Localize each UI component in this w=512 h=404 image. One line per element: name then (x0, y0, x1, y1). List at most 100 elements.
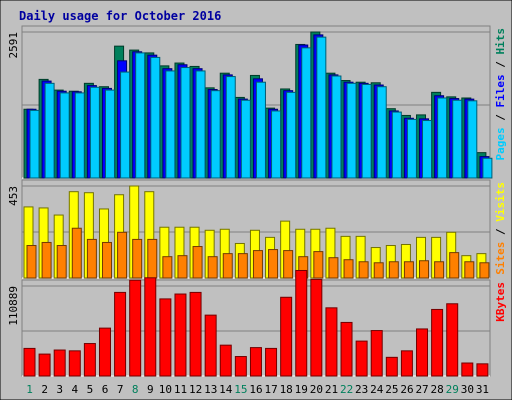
x-tick-label: 25 (385, 383, 398, 396)
bar-sites-5 (86, 238, 97, 279)
x-tick-label: 17 (264, 383, 277, 396)
bar-pages-10 (165, 70, 176, 179)
bar-pages-28 (437, 97, 448, 179)
bar-sites-31 (479, 262, 490, 279)
x-tick-label: 8 (132, 383, 139, 396)
x-tick-label: 26 (400, 383, 413, 396)
panel-3: 110889 KBytes (7, 269, 507, 377)
bar-kbytes-15 (234, 356, 247, 377)
bar-sites-23 (358, 261, 369, 279)
x-tick-label: 31 (476, 383, 489, 396)
bar-pages-4 (74, 92, 85, 179)
bar-kbytes-26 (400, 350, 413, 377)
bar-pages-21 (331, 75, 342, 179)
bar-pages-30 (467, 100, 478, 179)
bar-pages-17 (271, 110, 282, 179)
x-tick-label: 3 (56, 383, 63, 396)
bar-pages-24 (376, 86, 387, 179)
bar-kbytes-29 (446, 303, 459, 377)
bar-sites-22 (343, 259, 354, 279)
bar-pages-18 (286, 91, 297, 179)
bar-sites-16 (252, 250, 263, 279)
bar-kbytes-30 (461, 362, 474, 377)
bar-kbytes-9 (144, 277, 157, 377)
bar-kbytes-7 (114, 291, 127, 377)
bar-sites-17 (268, 249, 279, 279)
bar-kbytes-23 (355, 340, 368, 377)
bar-sites-28 (434, 261, 445, 279)
bar-kbytes-3 (53, 349, 66, 377)
legend-separator: / (494, 222, 507, 242)
legend-item-hits: Hits (494, 28, 507, 55)
bar-sites-6 (101, 241, 112, 279)
legend: Sites / Visits (494, 182, 507, 275)
x-tick-label: 7 (117, 383, 124, 396)
bar-pages-29 (452, 99, 463, 179)
bar-pages-9 (150, 56, 161, 179)
x-tick-label: 15 (234, 383, 247, 396)
bar-pages-8 (135, 52, 146, 179)
bar-kbytes-14 (219, 344, 232, 377)
x-tick-label: 1 (26, 383, 33, 396)
x-tick-label: 18 (280, 383, 293, 396)
bar-kbytes-17 (265, 347, 278, 377)
panel-2: 453 Sites / Visits (7, 179, 507, 279)
chart-title: Daily usage for October 2016 (19, 9, 221, 23)
bar-kbytes-19 (295, 269, 308, 377)
bar-kbytes-21 (325, 307, 338, 377)
x-tick-label: 24 (370, 383, 384, 396)
bar-pages-26 (406, 118, 417, 179)
y-max-label: 110889 (7, 286, 20, 326)
x-tick-label: 11 (174, 383, 187, 396)
bar-pages-16 (255, 81, 266, 179)
y-max-label: 2591 (7, 32, 20, 59)
bar-sites-27 (419, 260, 430, 279)
bar-kbytes-27 (416, 328, 429, 377)
bar-pages-6 (104, 89, 115, 179)
bar-sites-14 (222, 253, 233, 279)
panel-1: 2591 Pages / Files / Hits (7, 25, 507, 179)
legend-item-sites: Sites (494, 242, 507, 275)
bar-kbytes-1 (23, 347, 36, 377)
bar-kbytes-2 (38, 353, 51, 377)
bar-sites-13 (207, 256, 218, 279)
bar-pages-12 (195, 70, 206, 179)
bar-sites-3 (56, 245, 67, 279)
bar-kbytes-18 (280, 296, 293, 377)
x-tick-label: 27 (415, 383, 428, 396)
x-tick-label: 28 (431, 383, 444, 396)
bar-sites-11 (177, 255, 188, 279)
bar-kbytes-20 (310, 278, 323, 377)
bar-pages-27 (422, 120, 433, 179)
bar-sites-26 (403, 261, 414, 279)
x-tick-label: 30 (461, 383, 474, 396)
bar-sites-1 (26, 245, 37, 279)
x-tick-label: 2 (41, 383, 48, 396)
x-tick-label: 20 (310, 383, 323, 396)
bar-pages-25 (391, 111, 402, 179)
legend-separator: / (494, 108, 507, 128)
bar-kbytes-4 (68, 350, 81, 377)
y-max-label: 453 (7, 186, 20, 206)
bar-pages-11 (180, 67, 191, 179)
bar-pages-15 (240, 99, 251, 179)
bar-kbytes-8 (129, 279, 142, 377)
legend: Pages / Files / Hits (494, 28, 507, 161)
bar-sites-29 (449, 252, 460, 279)
bar-pages-7 (120, 71, 131, 179)
bar-pages-22 (346, 82, 357, 179)
bar-sites-10 (162, 256, 173, 279)
x-tick-label: 12 (189, 383, 202, 396)
bar-pages-20 (316, 36, 327, 179)
bar-sites-18 (283, 250, 294, 279)
bar-sites-7 (117, 231, 128, 279)
bar-sites-21 (328, 257, 339, 279)
x-tick-label: 10 (159, 383, 172, 396)
x-tick-label: 13 (204, 383, 217, 396)
x-tick-label: 21 (325, 383, 338, 396)
bar-kbytes-12 (189, 291, 202, 377)
bar-kbytes-24 (370, 330, 383, 377)
x-tick-label: 4 (72, 383, 79, 396)
bar-sites-15 (237, 253, 248, 279)
